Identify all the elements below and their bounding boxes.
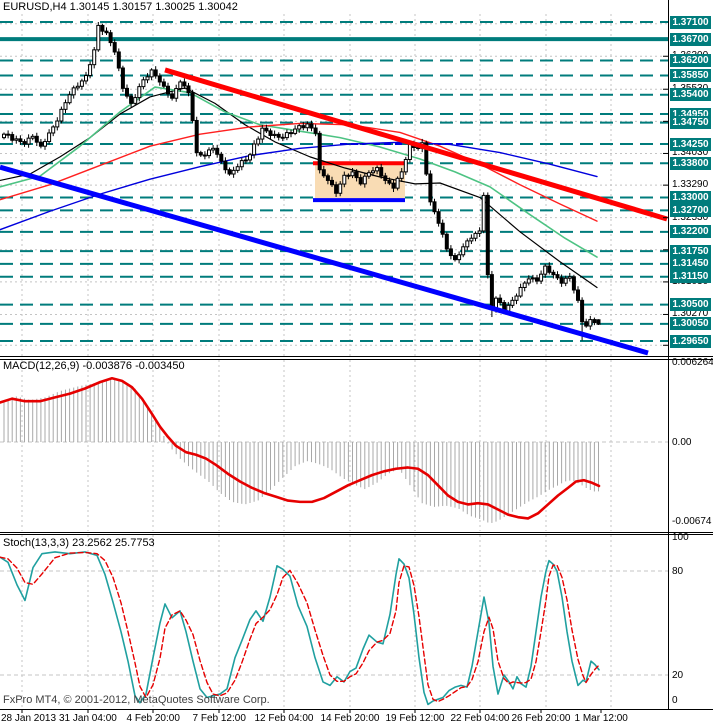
price-level-badge: 1.35400 <box>670 88 711 102</box>
price-level-badge: 1.36200 <box>670 54 711 68</box>
price-level-badge: 1.33800 <box>670 156 711 170</box>
price-level-badge: 1.32700 <box>670 203 711 217</box>
price-axis-surface[interactable] <box>669 0 713 710</box>
time-axis-label: 31 Jan 04:00 <box>59 713 117 724</box>
time-axis-label: 7 Feb 12:00 <box>192 713 246 724</box>
macd-indicator-label: MACD(12,26,9) -0.003876 -0.003450 <box>3 360 185 372</box>
time-axis-label: 14 Feb 20:00 <box>320 713 380 724</box>
main-chart-surface[interactable] <box>0 14 668 356</box>
price-level-badge: 1.36700 <box>670 32 711 46</box>
price-axis-label: 1.32530 <box>672 211 709 223</box>
price-level-badge: 1.32200 <box>670 225 711 239</box>
time-axis-label: 28 Jan 2013 <box>1 713 57 724</box>
time-axis-label: 19 Feb 12:00 <box>385 713 445 724</box>
time-axis-label: 1 Mar 12:00 <box>574 713 628 724</box>
stoch-axis-label: 0 <box>672 695 678 706</box>
price-level-badge: 1.31150 <box>670 270 711 284</box>
price-axis-label: 1.30270 <box>672 308 709 320</box>
price-level-badge: 1.31450 <box>670 257 711 271</box>
stoch-axis-label: 80 <box>672 566 684 577</box>
macd-axis-label: 0.006264 <box>672 357 713 369</box>
stoch-indicator-label: Stoch(13,3,3) 23.2562 25.7753 <box>3 537 155 549</box>
copyright-text: FxPro MT4, © 2001-2012, MetaQuotes Softw… <box>3 694 270 706</box>
price-axis-label: 1.34030 <box>672 147 709 159</box>
stoch-axis-label: 100 <box>672 532 689 543</box>
macd-axis-label: -0.00674 <box>672 516 712 527</box>
price-level-badge: 1.30500 <box>670 298 711 312</box>
time-axis-label: 26 Feb 20:00 <box>511 713 571 724</box>
price-level-badge: 1.29650 <box>670 334 711 348</box>
macd-panel-surface[interactable] <box>0 360 668 531</box>
price-level-badge: 1.34750 <box>670 116 711 130</box>
price-level-badge: 1.34250 <box>670 137 711 151</box>
time-axis-label: 22 Feb 04:00 <box>450 713 510 724</box>
price-level-badge: 1.37100 <box>670 15 711 29</box>
price-level-badge: 1.30050 <box>670 317 711 331</box>
stoch-axis-label: 20 <box>672 669 684 681</box>
time-axis-label: 12 Feb 04:00 <box>254 713 314 724</box>
macd-axis-label: 0.00 <box>672 437 692 448</box>
price-level-badge: 1.33000 <box>670 191 711 205</box>
stoch-panel-surface[interactable] <box>0 535 668 709</box>
price-level-badge: 1.35850 <box>670 69 711 83</box>
time-axis-label: 4 Feb 20:00 <box>126 713 180 724</box>
price-level-badge: 1.31750 <box>670 244 711 258</box>
price-axis-label: 1.33290 <box>672 179 709 191</box>
chart-title: EURUSD,H4 1.30145 1.30157 1.30025 1.3004… <box>3 1 238 13</box>
